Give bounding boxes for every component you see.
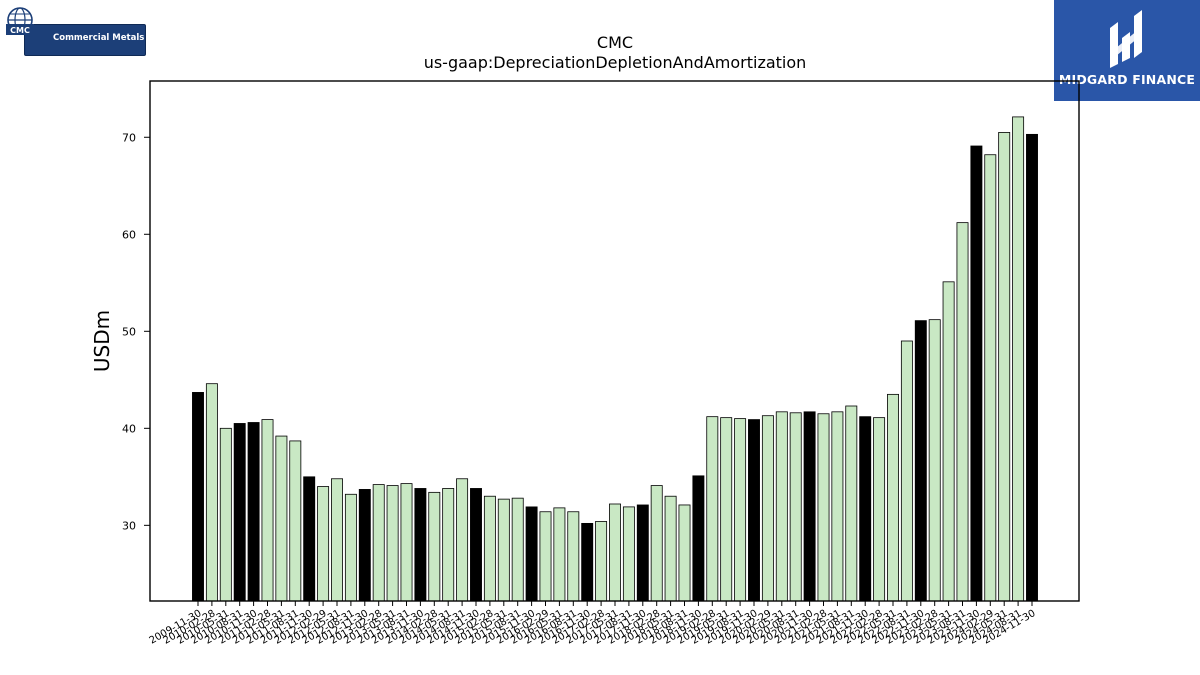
y-tick-label: 70 — [122, 131, 136, 144]
y-axis-label: USDm — [90, 310, 114, 372]
bar-2022-11-30 — [914, 320, 927, 602]
bar-2017-11-30 — [636, 504, 649, 602]
bar-2016-11-30 — [581, 522, 594, 602]
bar-2018-11-30 — [692, 475, 705, 602]
bar-2018-05-31 — [664, 495, 677, 602]
bar-2017-05-31 — [609, 503, 621, 602]
bar-2016-08-31 — [567, 511, 580, 602]
bar-2012-11-30 — [358, 489, 371, 602]
bar-2012-08-31 — [344, 493, 357, 602]
bar-series — [192, 116, 1038, 602]
y-tick-label: 40 — [122, 422, 136, 435]
bar-2014-08-31 — [456, 478, 469, 602]
bar-2018-02-28 — [650, 485, 663, 602]
bar-2020-08-31 — [789, 412, 802, 602]
bar-2020-05-31 — [775, 411, 788, 602]
bar-2024-02-29 — [984, 154, 997, 602]
bar-2024-08-31 — [1012, 116, 1025, 602]
bar-2013-08-31 — [400, 483, 413, 602]
brand-name: MIDGARD FINANCE — [1058, 72, 1196, 87]
bar-2011-08-31 — [289, 440, 302, 602]
bar-2013-02-28 — [372, 484, 385, 602]
bar-2020-11-30 — [803, 411, 816, 602]
x-axis: 2009-11-302010-02-282010-05-312010-08-31… — [148, 601, 1038, 647]
company-logo-text: CMC — [10, 26, 30, 35]
bar-2012-05-31 — [331, 478, 343, 602]
bar-2021-08-31 — [845, 405, 858, 602]
bar-2014-02-28 — [428, 491, 441, 602]
bar-2011-02-28 — [261, 419, 274, 602]
y-tick-label: 50 — [122, 325, 136, 338]
bar-2022-08-31 — [900, 340, 913, 602]
brand-mark-icon — [1110, 10, 1142, 68]
bar-2022-02-28 — [873, 417, 886, 602]
company-logo-badge: Commercial Metals — [24, 24, 146, 56]
y-tick-label: 60 — [122, 228, 136, 241]
bar-2019-05-31 — [720, 417, 733, 602]
chart-subtitle: us-gaap:DepreciationDepletionAndAmortiza… — [424, 53, 807, 72]
bar-2013-11-30 — [414, 488, 427, 602]
y-tick-label: 30 — [122, 519, 136, 532]
bar-2019-02-28 — [706, 416, 719, 602]
bar-2010-05-31 — [219, 427, 232, 602]
bar-2022-05-31 — [887, 393, 899, 602]
bar-2023-08-31 — [956, 222, 969, 602]
chart-title: CMC — [597, 33, 633, 52]
company-logo: Commercial Metals CMC — [4, 6, 146, 56]
y-axis: 30 40 50 60 70 — [122, 131, 150, 532]
bar-2015-05-31 — [497, 498, 510, 602]
bar-2021-02-28 — [817, 413, 830, 602]
bar-2014-11-30 — [470, 488, 482, 602]
bar-2016-02-29 — [539, 511, 552, 602]
bar-2011-11-30 — [303, 476, 316, 602]
bar-2013-05-31 — [386, 485, 399, 602]
bar-2017-02-28 — [595, 521, 608, 602]
bar-2017-08-31 — [622, 506, 635, 602]
bar-2024-05-31 — [998, 132, 1011, 602]
bar-2023-11-30 — [970, 145, 983, 602]
bar-2021-05-31 — [831, 411, 844, 602]
bar-2009-11-30 — [192, 392, 204, 602]
bar-2015-08-31 — [511, 497, 524, 602]
bar-2018-08-31 — [678, 504, 691, 602]
bar-2023-05-31 — [942, 281, 955, 602]
bar-2015-11-30 — [525, 506, 538, 602]
globe-icon: CMC — [6, 7, 34, 35]
bar-2012-02-29 — [317, 486, 330, 602]
bar-2019-08-31 — [734, 418, 747, 602]
bar-2010-08-31 — [233, 423, 246, 602]
bar-2023-02-28 — [928, 319, 941, 602]
bar-2019-11-30 — [748, 419, 760, 602]
bar-2024-11-30 — [1026, 133, 1038, 602]
bar-2021-11-30 — [859, 416, 872, 602]
bar-2011-05-31 — [275, 435, 288, 602]
bar-2014-05-31 — [442, 488, 455, 602]
bar-2010-11-30 — [247, 422, 260, 602]
bar-2020-02-29 — [761, 415, 774, 602]
bar-2016-05-31 — [553, 507, 566, 602]
company-logo-name: Commercial Metals — [53, 33, 145, 43]
bar-2015-02-28 — [483, 495, 496, 602]
bar-2010-02-28 — [205, 383, 218, 602]
